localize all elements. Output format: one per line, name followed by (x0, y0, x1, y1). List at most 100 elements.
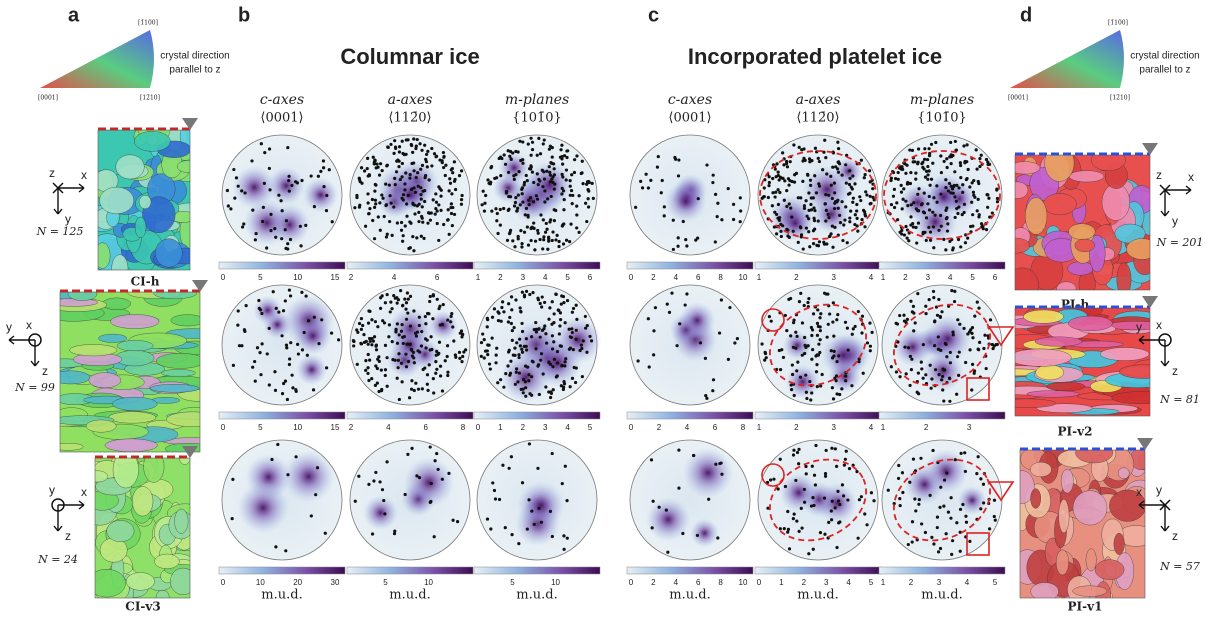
pole-dot (937, 373, 941, 377)
pole-dot (236, 309, 240, 313)
pole-dot (992, 498, 997, 502)
pole-dot (984, 366, 988, 371)
pole-dot (532, 522, 536, 526)
pole-dot (574, 337, 578, 341)
pole-dot (355, 362, 359, 366)
pole-dot (525, 178, 529, 183)
pole-dot (557, 332, 561, 336)
grain (111, 254, 129, 270)
pole-dot (835, 392, 839, 396)
pole-dot (508, 230, 512, 235)
pole-dot (274, 306, 278, 310)
pole-dot (517, 541, 521, 546)
grain (134, 216, 147, 238)
pole-dot (953, 289, 957, 293)
pole-dot (542, 327, 546, 331)
pole-dot (790, 215, 794, 219)
pole-dot (412, 249, 416, 253)
pole-dot (929, 386, 933, 390)
pole-dot (900, 471, 905, 475)
colorbar-tick-label: 2 (657, 423, 662, 432)
pole-dot (972, 193, 976, 197)
colorbar-tick-label: 15 (331, 423, 340, 432)
grain (1030, 488, 1042, 509)
pole-dot (432, 391, 436, 395)
pole-dot (409, 142, 413, 147)
pole-dot (825, 172, 829, 176)
pole-dot (868, 344, 872, 348)
pole-dot (797, 447, 801, 451)
pole-dot (845, 326, 849, 330)
pole-dot (892, 187, 896, 191)
pole-dot (787, 183, 791, 187)
pole-dot (557, 244, 561, 249)
grain (1046, 381, 1086, 392)
pole-dot (507, 170, 511, 174)
pole-dot (244, 304, 248, 308)
axis-label: x (1136, 485, 1142, 499)
pole-dot (286, 146, 290, 150)
pole-dot (408, 173, 412, 177)
pole-dot (818, 316, 822, 320)
pole-dot (802, 156, 806, 160)
pole-dot (410, 161, 414, 166)
pole-dot (404, 171, 408, 175)
pole-dot (816, 219, 820, 223)
pole-dot (906, 203, 910, 208)
pole-dot (936, 335, 940, 339)
grain (1030, 461, 1052, 478)
pole-dot (835, 545, 839, 550)
grain (156, 353, 200, 369)
pole-dot (283, 379, 288, 383)
pole-dot (514, 298, 518, 302)
pole-dot (382, 321, 387, 325)
pole-dot (867, 169, 872, 173)
pole-dot (355, 195, 359, 200)
pole-dot (550, 322, 554, 326)
colorbar (878, 566, 1006, 575)
pole-dot (387, 183, 391, 187)
pole-dot (652, 329, 656, 333)
pole-dot (574, 303, 578, 307)
pole-dot (491, 481, 495, 485)
pole-dot (683, 303, 687, 307)
pole-dot (924, 169, 929, 173)
pole-dot (537, 506, 541, 510)
grain (1068, 315, 1113, 332)
pole-dot (802, 500, 807, 504)
pole-dot (501, 463, 505, 467)
pole-dot (288, 294, 293, 298)
pole-dot (524, 386, 528, 390)
pole-dot (561, 162, 565, 166)
pole-dot (524, 173, 528, 178)
pole-dot (844, 379, 848, 383)
grain (1060, 468, 1074, 494)
pole-dot (578, 348, 582, 353)
pole-dot (413, 190, 418, 194)
pole-dot (513, 200, 518, 205)
pole-dot (418, 350, 422, 354)
pole-dot (399, 288, 403, 293)
pole-dot (763, 358, 767, 362)
pole-dot (543, 300, 547, 305)
pole-dot (896, 476, 901, 481)
pole-dot (900, 165, 904, 169)
colorbar (218, 566, 346, 575)
pole-dot (383, 368, 388, 372)
colorbar-tick-label: 2 (794, 273, 799, 282)
colorbar (473, 566, 601, 575)
pole-dot (373, 189, 377, 193)
pole-dot (861, 371, 865, 375)
pole-dot (670, 291, 674, 295)
pole-dot (485, 517, 490, 521)
pole-dot (948, 377, 952, 381)
colorbar-tick-label: 3 (967, 423, 972, 432)
pole-dot (805, 396, 809, 401)
pole-dot (954, 148, 959, 152)
pole-dot (537, 392, 541, 397)
pole-dot (486, 352, 490, 357)
pole-dot (807, 157, 812, 161)
pole-dot (988, 318, 993, 322)
pole-dot (772, 225, 777, 229)
pole-dot (794, 330, 798, 334)
